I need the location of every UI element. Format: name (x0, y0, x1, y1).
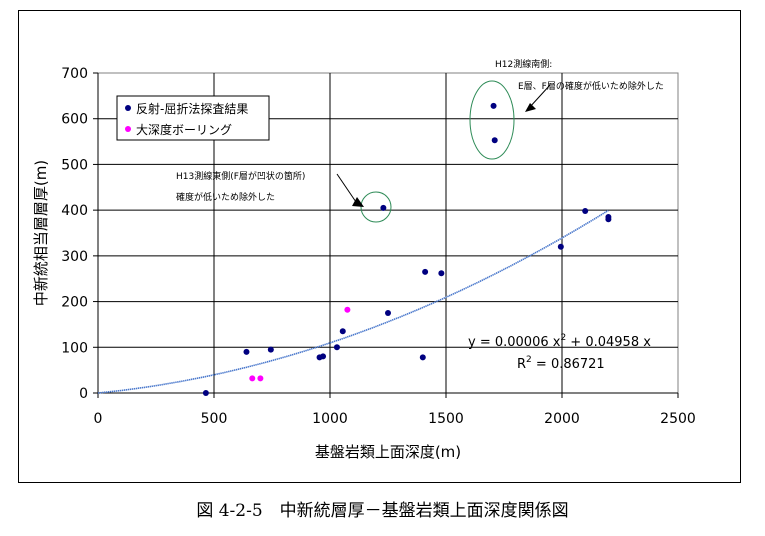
y-tick-label: 0 (79, 386, 88, 402)
y-tick-label: 700 (61, 66, 88, 82)
reflection-survey-point (380, 204, 387, 211)
x-tick-label: 2000 (544, 411, 580, 427)
reflection-survey-point (582, 208, 589, 215)
y-tick-label: 100 (61, 340, 88, 356)
trendline-equation: y = 0.00006 x2 + 0.04958 x (468, 333, 651, 350)
trendline (97, 209, 609, 394)
reflection-survey-point (339, 328, 346, 335)
reflection-survey-point (557, 243, 564, 250)
legend-box (116, 95, 270, 141)
highlight-ellipse-h13 (360, 191, 392, 223)
x-tick-label: 1000 (312, 411, 348, 427)
reflection-survey-point (422, 268, 429, 275)
boring-point (249, 375, 256, 382)
legend-marker-boring (125, 126, 131, 132)
arrow-head-h12 (525, 103, 536, 112)
annotation-h12-line1: H12測線南側: (495, 58, 552, 70)
reflection-survey-point (243, 348, 250, 355)
x-tick-label: 2500 (660, 411, 696, 427)
reflection-survey-point (267, 346, 274, 353)
x-tick-label: 1500 (428, 411, 464, 427)
reflection-survey-point (491, 137, 498, 144)
x-tick-labels: 0 500 1000 1500 2000 2500 (94, 411, 696, 427)
reflection-survey-point (419, 354, 426, 361)
reflection-survey-point (385, 310, 391, 316)
reflection-survey-point (605, 214, 612, 220)
annotation-h13-line2: 確度が低いため除外した (176, 191, 275, 203)
annotation-h13-line1: H13測線東側(F層が凹状の箇所) (176, 170, 305, 182)
chart-frame: 0 100 200 300 400 500 600 700 0 500 1000 1500 2000 2… (18, 10, 765, 483)
x-tick-label: 0 (94, 411, 103, 427)
annotation-arrow-h12 (528, 84, 551, 109)
legend-marker-reflection (125, 105, 131, 111)
figure-caption: 図 4-2-5 中新統層厚－基盤岩類上面深度関係図 (196, 501, 569, 521)
reflection-survey-point (438, 270, 445, 277)
annotation-arrow-h13 (336, 173, 357, 203)
y-tick-label: 300 (61, 249, 88, 265)
gridlines (93, 72, 679, 398)
annotation-h12-line2: E層、F層の確度が低いため除外した (518, 80, 664, 92)
y-tick-label: 400 (61, 203, 88, 219)
reflection-survey-point (490, 102, 497, 109)
legend: 反射-屈折法探査結果 大深度ボーリング (116, 95, 270, 141)
x-axis-title: 基盤岩類上面深度(m) (315, 443, 461, 461)
chart-svg: 0 100 200 300 400 500 600 700 0 500 1000 1500 2000 2… (18, 10, 741, 483)
x-tick-label: 500 (201, 411, 228, 427)
legend-label-boring: 大深度ボーリング (136, 122, 232, 137)
y-tick-labels: 0 100 200 300 400 500 600 700 (61, 66, 88, 402)
data-points (202, 102, 612, 396)
reflection-survey-point (320, 353, 327, 360)
y-tick-label: 200 (61, 295, 88, 311)
r-squared-label: R2 = 0.86721 (517, 355, 605, 372)
legend-label-reflection: 反射-屈折法探査結果 (136, 101, 248, 116)
y-tick-label: 600 (61, 112, 88, 128)
boring-point (344, 306, 351, 313)
y-axis-title: 中新統相当層層厚(m) (32, 160, 50, 306)
boring-point (257, 375, 264, 382)
reflection-survey-point (202, 390, 209, 396)
reflection-survey-point (333, 344, 340, 351)
y-tick-label: 500 (61, 157, 88, 173)
arrow-head-h13 (352, 197, 364, 207)
highlight-ellipse-h12 (469, 80, 515, 160)
